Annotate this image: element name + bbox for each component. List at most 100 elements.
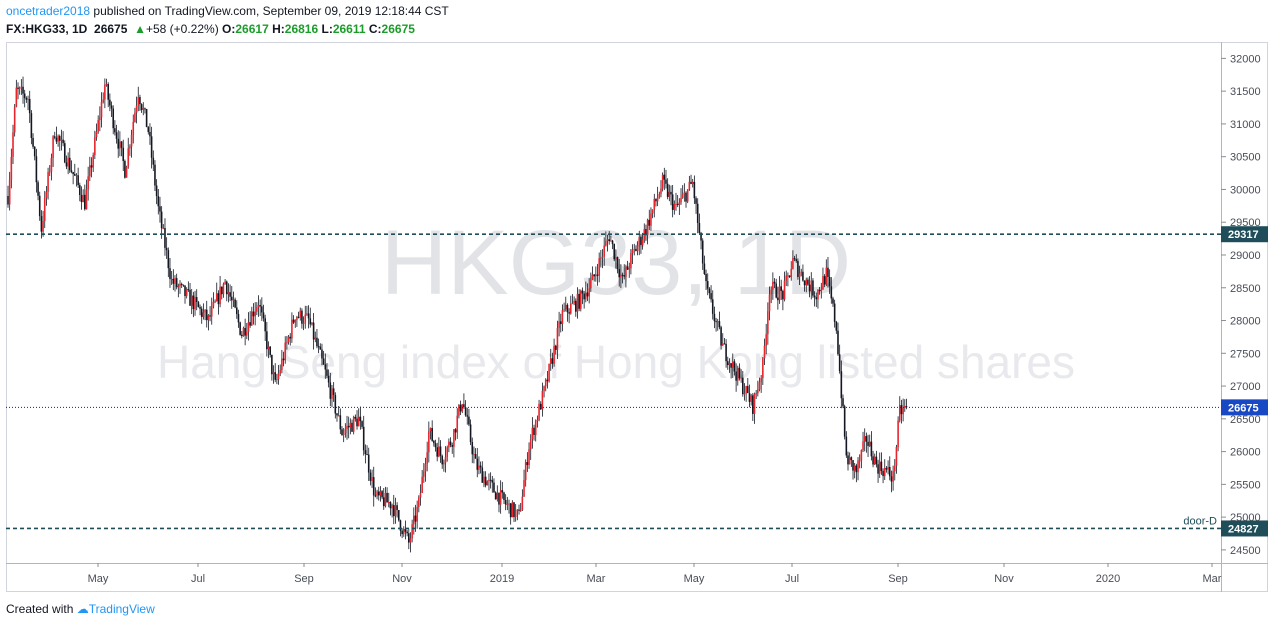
candle [493, 478, 495, 493]
candle [77, 167, 79, 189]
y-axis[interactable]: 24500 25000 25500 26000 26500 27000 27500 28000… [1221, 53, 1261, 557]
candle [220, 286, 223, 300]
candle [175, 273, 178, 290]
candle [341, 426, 343, 436]
candle [434, 439, 437, 452]
candle [581, 287, 584, 305]
candle [595, 266, 597, 282]
candle [660, 180, 662, 198]
candle [292, 315, 295, 324]
candle [329, 372, 332, 407]
candle [795, 254, 798, 263]
candle [214, 299, 216, 304]
candle [723, 337, 726, 345]
candle [189, 282, 191, 306]
candle [887, 460, 889, 475]
candle [354, 414, 357, 422]
candle [119, 131, 121, 157]
candle [531, 417, 534, 449]
candle [506, 496, 509, 511]
candle [371, 469, 373, 488]
candle [94, 130, 96, 160]
y-tick-label: 27500 [1230, 348, 1261, 360]
candle [235, 300, 238, 319]
candle [623, 264, 626, 280]
candle [212, 292, 215, 309]
price-chart[interactable]: HKG33, 1D Hang Seng index of Hong Kong l… [6, 42, 1268, 592]
y-tick-label: 32000 [1230, 53, 1261, 65]
candle [705, 269, 707, 290]
candle [387, 492, 390, 508]
candle [690, 174, 692, 185]
candle [569, 295, 572, 315]
candle [868, 434, 871, 448]
candle [57, 134, 59, 147]
candle [349, 418, 352, 435]
candle [225, 280, 228, 302]
candle [155, 179, 158, 205]
candle [468, 408, 470, 427]
x-tick-label: 2019 [490, 573, 514, 585]
tradingview-link[interactable]: TradingView [88, 602, 155, 616]
candle [142, 102, 145, 116]
author-link[interactable]: oncetrader2018 [6, 4, 91, 18]
candle [463, 393, 465, 409]
candle [324, 353, 327, 379]
watermark-subtitle: Hang Seng index of Hong Kong listed shar… [157, 336, 1075, 388]
candle [187, 281, 190, 292]
candle [691, 178, 694, 188]
candle [317, 338, 320, 354]
candle [626, 260, 629, 271]
candle [122, 139, 125, 171]
candle [421, 469, 423, 494]
candle [478, 456, 480, 475]
symbol-ohlc-line: FX:HKG33, 1D 26675 ▲+58 (+0.22%) O:26617… [6, 22, 415, 36]
candle [331, 384, 333, 408]
candle [379, 486, 382, 502]
candle [616, 256, 619, 274]
candle [13, 104, 16, 137]
candle [199, 304, 201, 316]
candle [112, 105, 115, 135]
candle [590, 272, 592, 293]
candle [601, 249, 604, 269]
candle [287, 334, 290, 345]
candle [182, 284, 185, 287]
change-value: +58 (+0.22%) [145, 22, 219, 36]
candle [414, 504, 417, 532]
candle [481, 461, 484, 483]
candle [797, 258, 799, 280]
candle [474, 448, 477, 459]
x-axis[interactable]: May Jul Sep Nov 2019 Mar May Jul Sep Nov 2020 Mar [88, 563, 1222, 585]
candle [877, 459, 879, 483]
candle [160, 206, 163, 239]
candle [376, 489, 378, 500]
candle [611, 239, 614, 250]
candle [606, 234, 609, 252]
candle [499, 480, 502, 514]
candle [752, 393, 754, 421]
candle [680, 188, 682, 205]
candle [336, 412, 338, 422]
symbol-label[interactable]: FX:HKG33, 1D [6, 22, 88, 36]
candle [174, 275, 176, 292]
tradingview-logo-icon: ☁ [76, 602, 89, 616]
candle [274, 363, 276, 383]
candle [533, 424, 535, 441]
x-tick-label: Nov [392, 573, 412, 585]
y-tick-label: 29000 [1230, 250, 1261, 262]
candle [730, 363, 732, 379]
candle [416, 500, 418, 529]
candle [656, 186, 659, 207]
candle [114, 120, 116, 136]
candle [696, 198, 699, 234]
candle [625, 264, 627, 288]
candle [800, 268, 803, 277]
candle [586, 283, 589, 302]
candle [322, 350, 325, 365]
candle [733, 359, 736, 376]
candle [28, 90, 31, 123]
y-tick-label: 30500 [1230, 152, 1261, 164]
candle [833, 299, 836, 328]
candle [27, 95, 29, 111]
